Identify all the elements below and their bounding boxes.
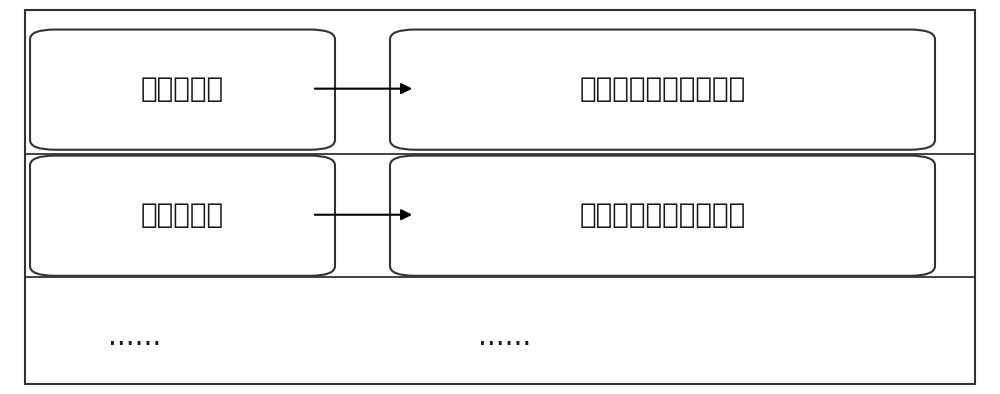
FancyBboxPatch shape xyxy=(390,156,935,276)
Text: 设备终端号: 设备终端号 xyxy=(141,201,224,229)
Text: 设备与组件的连接对象: 设备与组件的连接对象 xyxy=(579,74,746,103)
FancyBboxPatch shape xyxy=(390,30,935,150)
Text: 设备终端号: 设备终端号 xyxy=(141,74,224,103)
FancyBboxPatch shape xyxy=(30,156,335,276)
FancyBboxPatch shape xyxy=(25,10,975,384)
FancyBboxPatch shape xyxy=(30,30,335,150)
Text: ......: ...... xyxy=(108,323,162,351)
Text: 设备与组件的连接对象: 设备与组件的连接对象 xyxy=(579,201,746,229)
Text: ......: ...... xyxy=(478,323,532,351)
